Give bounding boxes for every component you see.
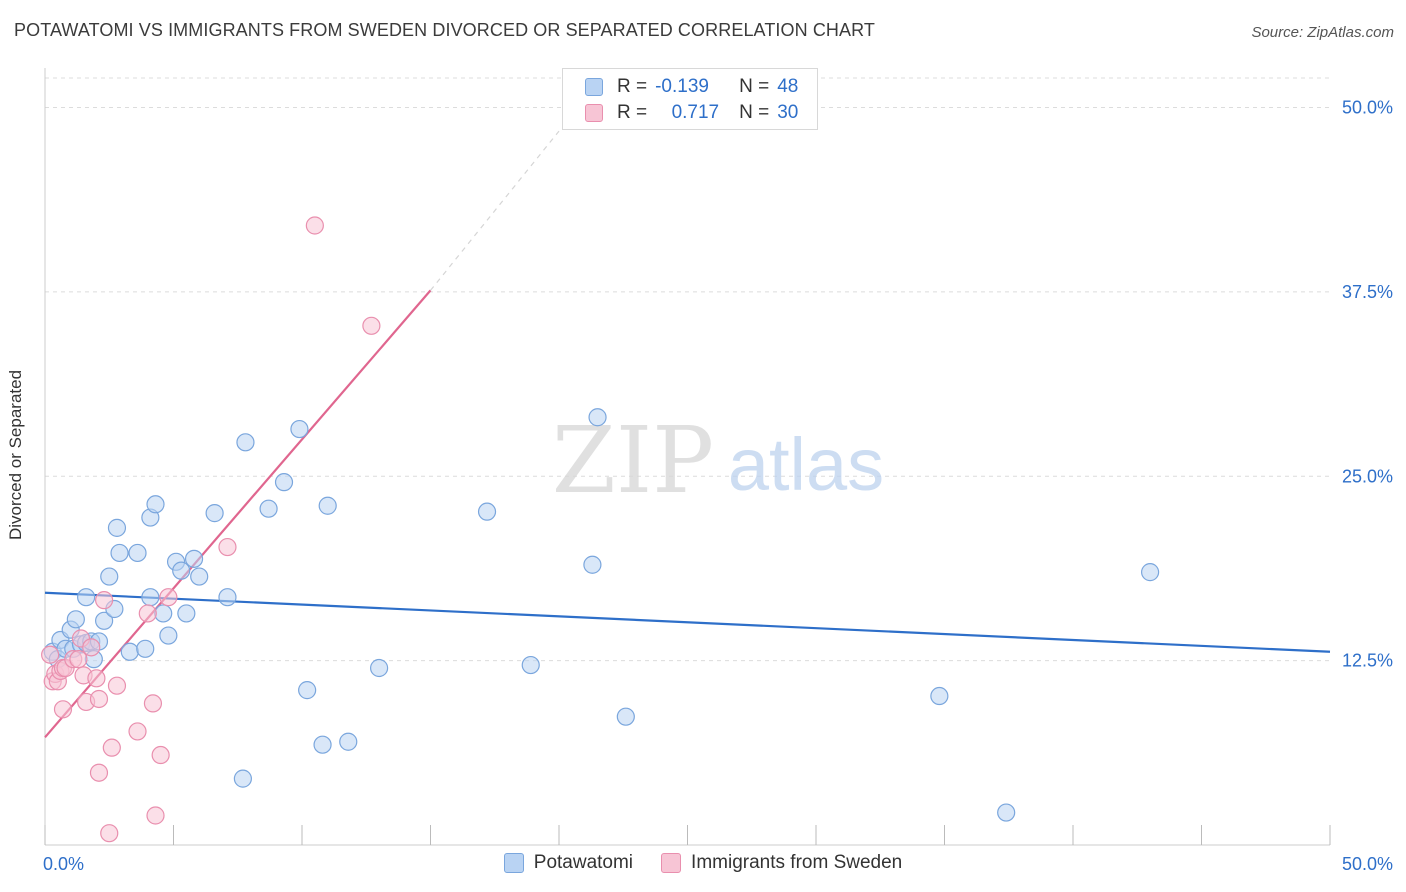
point-potawatomi (233, 769, 252, 788)
legend-n-label: N = (739, 102, 770, 123)
y-tick-label: 50.0% (1342, 98, 1393, 118)
gridlines (45, 77, 1330, 662)
source-label: Source: ZipAtlas.com (1251, 24, 1394, 41)
point-sweden (102, 738, 121, 757)
y-tick-label: 25.0% (1342, 466, 1393, 486)
trend-line-sweden (44, 289, 432, 739)
point-potawatomi (154, 604, 173, 623)
point-sweden (151, 745, 170, 765)
point-potawatomi (313, 735, 332, 754)
point-potawatomi (318, 496, 337, 515)
legend-r-value: 0.717 (671, 102, 720, 123)
point-potawatomi (100, 567, 119, 586)
watermark: ZIP atlas (552, 407, 884, 514)
point-sweden (95, 591, 114, 610)
correlation-legend: R = -0.139 N = 48 R = 0.717 N = 30 (562, 68, 818, 130)
point-potawatomi (66, 610, 85, 629)
point-potawatomi (236, 433, 255, 452)
axes (44, 68, 1331, 846)
watermark-zip: ZIP (552, 407, 714, 514)
point-potawatomi (177, 604, 196, 623)
trend-extension (430, 130, 560, 291)
legend-n-label: N = (739, 76, 770, 97)
legend-row-sweden: R = 0.717 N = 30 (585, 100, 798, 126)
point-sweden (89, 689, 109, 709)
point-sweden (107, 676, 127, 695)
legend-swatch-pink (585, 104, 603, 122)
point-potawatomi (184, 549, 204, 568)
point-potawatomi (205, 504, 224, 523)
point-potawatomi (172, 561, 191, 580)
point-sweden (362, 316, 381, 335)
point-potawatomi (274, 473, 294, 492)
point-sweden (143, 694, 163, 713)
point-potawatomi (141, 588, 160, 607)
point-sweden (100, 824, 119, 843)
point-potawatomi (107, 518, 127, 537)
point-potawatomi (997, 803, 1016, 822)
trend-line-potawatomi (44, 591, 1331, 653)
legend-swatch-blue (585, 78, 603, 96)
point-sweden (53, 700, 73, 719)
point-sweden (89, 763, 109, 782)
point-potawatomi (136, 639, 155, 658)
point-sweden (87, 669, 106, 688)
point-sweden (41, 645, 60, 664)
point-potawatomi (77, 588, 96, 607)
point-potawatomi (259, 499, 278, 518)
point-potawatomi (120, 642, 139, 661)
y-tick-label: 37.5% (1342, 282, 1393, 302)
legend-row-potawatomi: R = -0.139 N = 48 (585, 74, 798, 100)
watermark-atlas: atlas (728, 423, 884, 506)
point-sweden (305, 216, 324, 235)
legend-swatch-blue (503, 853, 524, 873)
x-tick-label: 0.0% (43, 854, 84, 874)
point-potawatomi (146, 495, 165, 514)
point-potawatomi (583, 555, 602, 574)
point-potawatomi (110, 543, 129, 563)
point-sweden (218, 537, 237, 557)
point-potawatomi (370, 658, 389, 678)
legend-r-label: R = (617, 102, 648, 123)
point-sweden (159, 588, 178, 607)
point-potawatomi (477, 502, 497, 521)
legend-item-potawatomi: Potawatomi (503, 852, 634, 874)
legend-item-sweden: Immigrants from Sweden (661, 852, 902, 874)
point-sweden (146, 806, 165, 825)
point-potawatomi (95, 611, 114, 630)
point-sweden (82, 638, 101, 657)
legend-label: Immigrants from Sweden (691, 852, 903, 873)
point-potawatomi (1140, 563, 1160, 582)
point-potawatomi (339, 732, 358, 751)
point-potawatomi (930, 686, 949, 706)
point-potawatomi (521, 655, 540, 675)
tick-labels: 12.5% 25.0% 37.5% 50.0% 0.0% 50.0% (43, 98, 1393, 875)
x-tick-label: 50.0% (1342, 854, 1393, 874)
chart-title: POTAWATOMI VS IMMIGRANTS FROM SWEDEN DIV… (14, 20, 875, 40)
point-potawatomi (290, 419, 309, 439)
point-potawatomi (190, 567, 209, 586)
point-sweden (69, 650, 88, 669)
trend-lines (44, 130, 1331, 739)
legend-r-value: -0.139 (655, 76, 709, 97)
legend-swatch-pink (661, 853, 682, 873)
point-potawatomi (298, 681, 317, 700)
y-tick-label: 12.5% (1342, 651, 1393, 671)
series-legend: Potawatomi Immigrants from Sweden (0, 852, 1406, 874)
data-points (41, 216, 1160, 843)
point-potawatomi (218, 588, 237, 607)
legend-n-value: 48 (777, 76, 799, 97)
point-potawatomi (159, 626, 178, 645)
point-potawatomi (588, 408, 607, 427)
point-potawatomi (128, 543, 147, 563)
legend-r-label: R = (617, 76, 648, 97)
point-sweden (138, 604, 157, 623)
legend-label: Potawatomi (533, 852, 634, 873)
legend-n-value: 30 (777, 102, 799, 123)
point-potawatomi (616, 707, 635, 726)
point-sweden (128, 722, 147, 741)
